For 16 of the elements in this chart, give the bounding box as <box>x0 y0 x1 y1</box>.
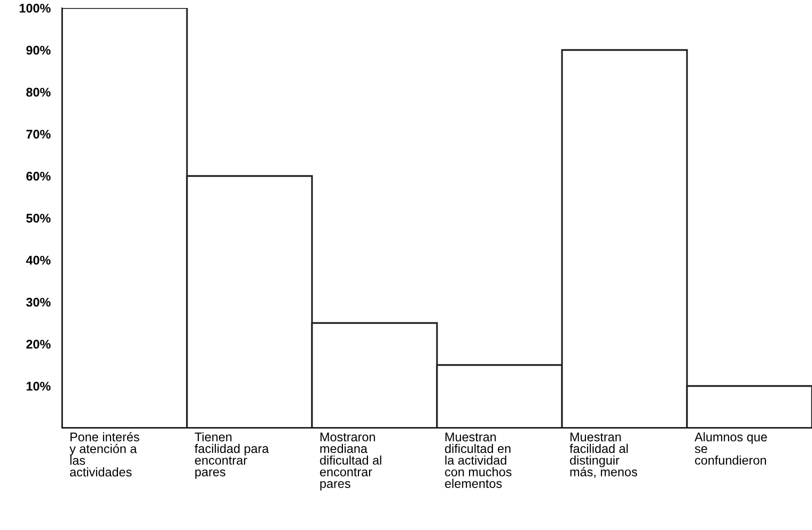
y-tick-label: 60% <box>26 172 51 181</box>
y-tick-label: 30% <box>26 298 51 307</box>
y-tick-label: 100% <box>20 4 51 13</box>
y-tick-label: 40% <box>26 256 51 265</box>
x-tick-label: Tienen facilidad para encontrar pares <box>194 432 269 479</box>
x-tick-label: Pone interés y atención a las actividades <box>70 432 140 476</box>
y-tick-label: 20% <box>26 340 51 349</box>
y-tick-label: 70% <box>26 130 51 139</box>
y-tick-label: 50% <box>26 214 51 223</box>
y-tick-label: 10% <box>26 382 51 391</box>
x-tick-label: Muestran dificultad en la actividad con muchos elementos <box>445 432 512 488</box>
x-tick-label: Muestran facilidad al distinguir más, menos <box>570 432 638 478</box>
y-tick-label: 80% <box>26 88 51 97</box>
x-tick-label: Alumnos que se confundieron <box>694 432 767 465</box>
x-tick-label: Mostraron mediana dificultad al encontrar pares <box>320 432 382 490</box>
y-tick-label: 90% <box>26 46 51 55</box>
